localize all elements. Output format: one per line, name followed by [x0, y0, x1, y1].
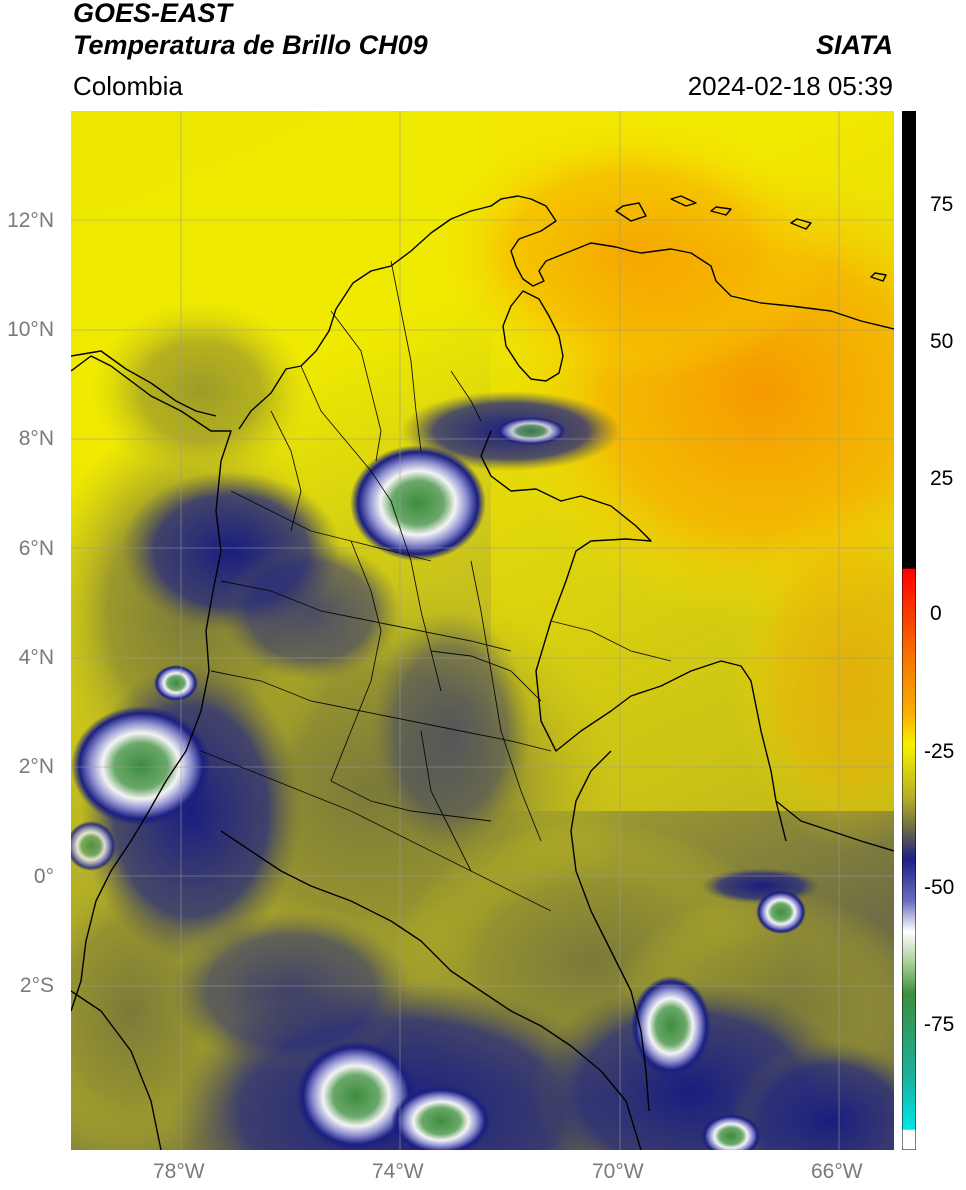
- colorbar-tick-minus25: -25: [924, 740, 955, 763]
- lat-label-4n: 4°N: [18, 646, 54, 669]
- region-label: Colombia: [73, 71, 183, 101]
- lat-label-2n: 2°N: [18, 755, 54, 778]
- datetime-label: 2024-02-18 05:39: [687, 71, 893, 101]
- lon-label-70w: 70°W: [592, 1160, 644, 1183]
- colorbar-tick-50: 50: [930, 330, 954, 353]
- agency-label: SIATA: [816, 30, 893, 60]
- lat-label-10n: 10°N: [7, 318, 54, 341]
- colorbar-tick-minus50: -50: [924, 876, 955, 899]
- colorbar-tick-75: 75: [930, 193, 954, 216]
- colorbar-tick-minus75: -75: [924, 1013, 955, 1036]
- colorbar-tick-0: 0: [930, 602, 942, 625]
- satellite-title: GOES-EAST: [73, 0, 233, 28]
- colorbar-tick-25: 25: [930, 467, 954, 490]
- lat-label-12n: 12°N: [7, 209, 54, 232]
- lon-label-66w: 66°W: [811, 1160, 863, 1183]
- lon-label-74w: 74°W: [372, 1160, 424, 1183]
- lat-label-8n: 8°N: [18, 427, 54, 450]
- lat-label-2s: 2°S: [19, 974, 54, 997]
- temperature-colorbar: [901, 110, 917, 1151]
- product-title: Temperatura de Brillo CH09: [73, 30, 428, 60]
- lon-label-78w: 78°W: [153, 1160, 205, 1183]
- brightness-temperature-map: [71, 111, 894, 1150]
- lat-label-0: 0°: [33, 865, 54, 888]
- lat-label-6n: 6°N: [18, 537, 54, 560]
